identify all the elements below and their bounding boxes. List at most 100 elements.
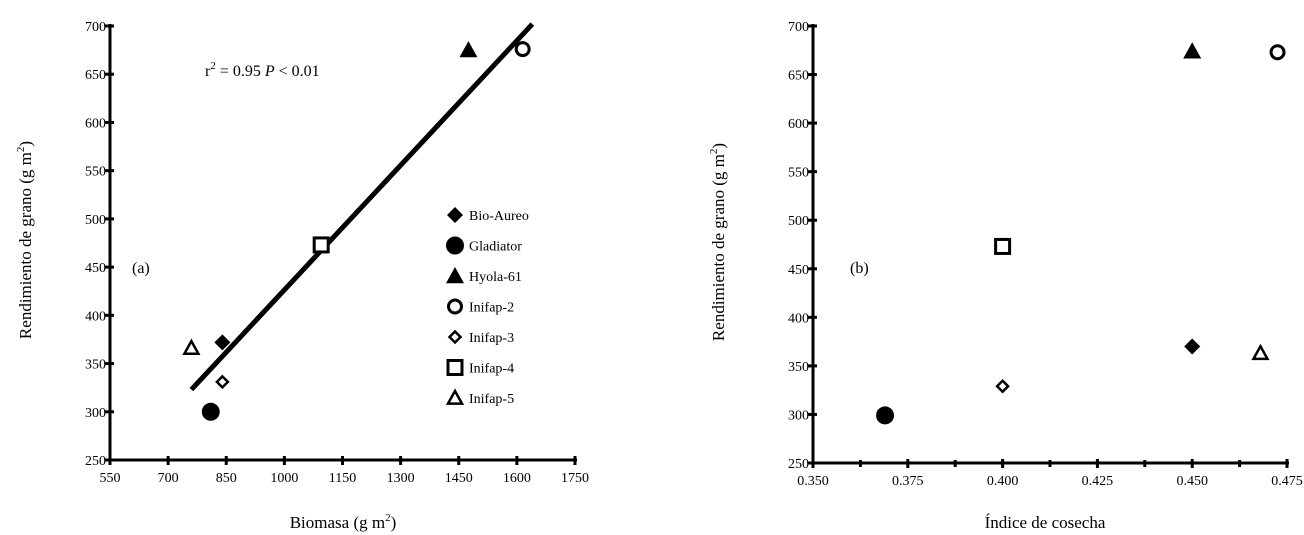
panel-a-x-tick-label: 1300	[387, 471, 415, 486]
legend-marker-inifap-4	[446, 359, 464, 376]
legend-label: Bio-Aureo	[469, 209, 529, 224]
point-inifap-3	[215, 374, 230, 390]
legend-label: Hyola-61	[469, 270, 522, 285]
legend-item: Gladiator	[446, 236, 522, 255]
annotation-r: r	[205, 63, 211, 80]
panel-b-ylabel-end: )	[709, 143, 728, 149]
point-gladiator	[876, 406, 895, 425]
panel-b-y-tick-label: 250	[788, 457, 809, 472]
regression-line	[189, 22, 535, 392]
panel-a-y-tick-label: 400	[85, 309, 106, 324]
panel-a-x-tick-label: 1000	[270, 471, 298, 486]
panel-b-y-tick-label: 700	[788, 20, 809, 35]
point-inifap-2	[1269, 44, 1286, 61]
panel-b-y-tick-label: 350	[788, 360, 809, 375]
chart-panel-a: 250 300 350 400 450 500 550 600 650 700 550 700 850 1…	[15, 20, 589, 532]
annotation-p-value: < 0.01	[275, 63, 320, 80]
panel-b-axes	[811, 24, 1289, 465]
panel-a-x-tick-label: 700	[158, 471, 179, 486]
panel-a-y-tick-label: 450	[85, 261, 106, 276]
panel-b-y-tick-label: 550	[788, 166, 809, 181]
point-hyola-61	[459, 41, 478, 58]
chart-panel-b: 250 300 350 400 450 500 550 600 650 700 0.350 0.375…	[708, 20, 1303, 532]
panel-b-xlabel: Índice de cosecha	[985, 513, 1106, 532]
panel-a-points	[182, 41, 531, 421]
panel-b-label: (b)	[850, 260, 869, 277]
panel-b-y-tick-label: 300	[788, 408, 809, 423]
point-bio-aureo	[1184, 338, 1201, 355]
panel-b-y-tick-label: 650	[788, 69, 809, 84]
panel-a-xlabel: Biomasa (g m2)	[290, 512, 397, 532]
panel-b-y-tick-label: 600	[788, 117, 809, 132]
panel-b-x-tick-label: 0.375	[892, 474, 924, 489]
panel-a-y-tick-label: 500	[85, 213, 106, 228]
point-hyola-61	[1183, 42, 1202, 59]
point-inifap-2	[514, 41, 531, 58]
legend-marker-gladiator	[446, 236, 464, 255]
panel-a-y-tick-label: 350	[85, 358, 106, 373]
panel-a-ylabel-end: )	[16, 141, 35, 147]
panel-b-ylabel-main: Rendimiento de grano (g m	[709, 154, 728, 341]
point-inifap-5	[182, 338, 201, 355]
legend-label: Inifap-4	[469, 362, 514, 377]
legend-item: Bio-Aureo	[447, 207, 529, 224]
panel-a-regression-layer	[189, 22, 535, 392]
annotation-p: P	[264, 63, 275, 80]
point-inifap-5	[1251, 343, 1270, 361]
point-inifap-4	[312, 236, 330, 254]
panel-a-y-tick-label: 700	[85, 20, 106, 35]
panel-a-x-tick-label: 1450	[445, 471, 473, 486]
legend-item: Hyola-61	[446, 267, 522, 285]
legend-item: Inifap-5	[445, 388, 514, 407]
panel-a-y-tick-label: 650	[85, 68, 106, 83]
panel-b-y-tick-label: 450	[788, 263, 809, 278]
panel-a-x-tick-label: 550	[100, 471, 121, 486]
panel-a-legend: Bio-Aureo Gladiator Hyola-61 Inifap-2 Inifap…	[445, 207, 529, 407]
legend-marker-bio-aureo	[447, 207, 463, 223]
legend-marker-inifap-5	[445, 388, 465, 405]
panel-a-ylabel-sup: 2	[15, 147, 27, 153]
panel-a-x-tick-label: 1750	[561, 471, 589, 486]
point-gladiator	[201, 402, 220, 421]
panel-b-ylabel: Rendimiento de grano (g m2)	[708, 143, 728, 341]
legend-label: Gladiator	[469, 240, 522, 255]
panel-a-xlabel-end: )	[391, 513, 397, 532]
panel-a-ylabel: Rendimiento de grano (g m2)	[15, 141, 35, 339]
legend-label: Inifap-3	[469, 331, 514, 346]
point-inifap-4	[994, 237, 1012, 255]
panel-a-y-tick-label: 600	[85, 116, 106, 131]
panel-a-xlabel-main: Biomasa (g m	[290, 513, 385, 532]
panel-a-annotation: r2 = 0.95 P < 0.01	[205, 60, 320, 80]
legend-item: Inifap-3	[447, 329, 514, 346]
panel-a-label: (a)	[132, 260, 150, 277]
panel-a-x-tick-label: 1600	[503, 471, 531, 486]
panel-a-x-tick-label: 1150	[329, 471, 356, 486]
legend-label: Inifap-5	[469, 392, 514, 407]
legend-label: Inifap-2	[469, 301, 514, 316]
panel-b-ylabel-sup: 2	[708, 149, 720, 155]
annotation-r-value: = 0.95	[216, 63, 265, 80]
panel-a-y-tick-label: 250	[85, 454, 106, 469]
panel-b-x-tick-label: 0.475	[1271, 474, 1303, 489]
panel-a-ylabel-main: Rendimiento de grano (g m	[16, 152, 35, 339]
legend-item: Inifap-2	[447, 298, 514, 316]
panel-a-x-tick-label: 850	[216, 471, 237, 486]
legend-item: Inifap-4	[446, 359, 514, 377]
legend-marker-inifap-3	[447, 329, 463, 345]
panel-a-y-tick-label: 550	[85, 165, 106, 180]
legend-marker-hyola-61	[446, 267, 464, 284]
legend-marker-inifap-2	[447, 298, 463, 315]
annotation-r-sup: 2	[210, 60, 216, 72]
point-bio-aureo	[214, 334, 231, 351]
panel-b-x-tick-label: 0.425	[1082, 474, 1114, 489]
panel-b-y-tick-label: 500	[788, 214, 809, 229]
panel-b-x-tick-label: 0.450	[1176, 474, 1208, 489]
panel-b-y-tick-label: 400	[788, 311, 809, 326]
panel-b-x-tick-label: 0.400	[987, 474, 1019, 489]
panel-b-ticks: 250 300 350 400 450 500 550 600 650 700 0.350 0.375…	[788, 20, 1303, 489]
point-inifap-3	[995, 379, 1010, 394]
panel-a-y-tick-label: 300	[85, 406, 106, 421]
panel-b-points	[876, 42, 1286, 425]
panel-b-x-tick-label: 0.350	[797, 474, 829, 489]
